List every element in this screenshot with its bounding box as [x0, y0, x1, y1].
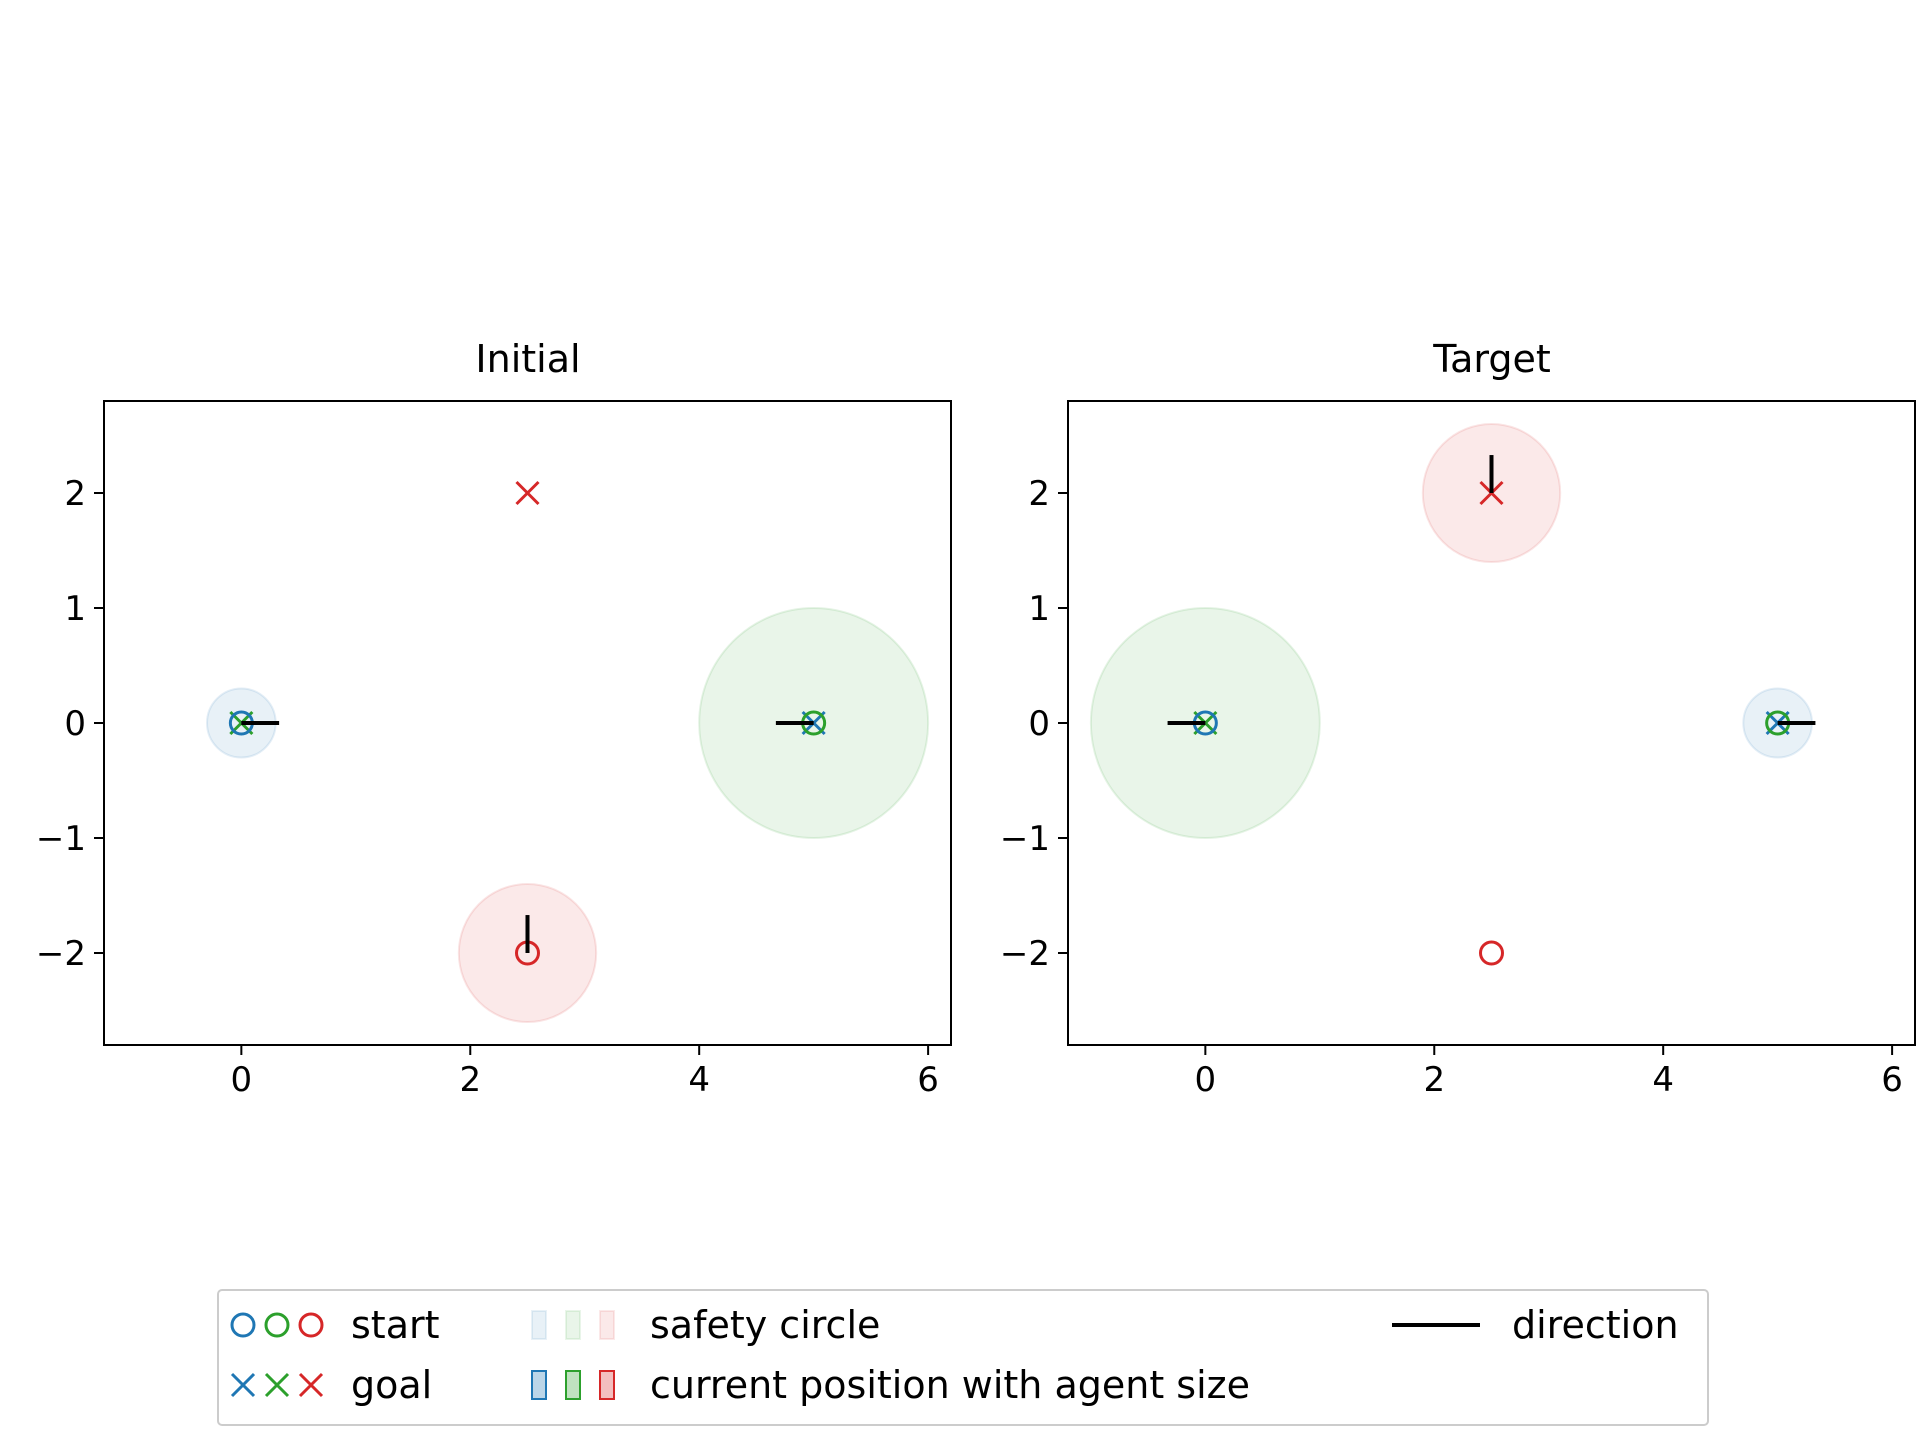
legend-safety-label: safety circle: [650, 1303, 880, 1347]
y-tick-label: −2: [36, 934, 86, 974]
legend-goal-marker: [264, 1372, 290, 1398]
x-tick-label: 0: [1195, 1060, 1217, 1100]
legend-start-marker: [298, 1312, 324, 1338]
legend-safety-patches: [531, 1310, 615, 1340]
legend-current-label: current position with agent size: [650, 1363, 1250, 1407]
legend-current-patch: [531, 1370, 547, 1400]
panel-title: Initial: [475, 337, 580, 381]
legend-goal-markers: [230, 1372, 324, 1398]
x-tick-label: 2: [459, 1060, 481, 1100]
y-tick-label: −1: [1000, 819, 1050, 859]
y-tick-label: 2: [1028, 474, 1050, 514]
legend-current-patches: [531, 1370, 615, 1400]
axis-ticks: 0 2 4 6 2 1 0 −1 −2: [36, 474, 939, 1100]
panel-target: Target 0 2 4 6 2 1 0 −1 −2: [1000, 337, 1916, 1100]
goal-marker: [515, 480, 540, 506]
plot-area: [1089, 423, 1816, 966]
plot-area: [206, 480, 930, 1023]
y-tick-label: 1: [64, 589, 86, 629]
legend-start-label: start: [351, 1303, 440, 1347]
legend-current-patch: [565, 1370, 581, 1400]
legend-goal-marker: [298, 1372, 324, 1398]
legend-direction-label: direction: [1512, 1303, 1679, 1347]
legend-start-marker: [264, 1312, 290, 1338]
legend-safety-patch: [599, 1310, 615, 1340]
legend-current-patch: [599, 1370, 615, 1400]
x-tick-label: 4: [1652, 1060, 1674, 1100]
legend-safety-patch: [531, 1310, 547, 1340]
legend-safety-patch: [565, 1310, 581, 1340]
y-tick-label: 1: [1028, 589, 1050, 629]
start-marker: [1479, 940, 1504, 966]
x-tick-label: 6: [1881, 1060, 1903, 1100]
legend-start-marker: [230, 1312, 256, 1338]
x-tick-label: 2: [1423, 1060, 1445, 1100]
y-tick-label: −1: [36, 819, 86, 859]
panel-initial: Initial 0 2 4 6 2 1 0 −1 −2: [36, 337, 952, 1100]
x-tick-label: 0: [231, 1060, 253, 1100]
legend-goal-marker: [230, 1372, 256, 1398]
legend-goal-label: goal: [351, 1363, 432, 1407]
legend-start-markers: [230, 1312, 324, 1338]
panel-title: Target: [1432, 337, 1551, 381]
x-tick-label: 4: [688, 1060, 710, 1100]
y-tick-label: 2: [64, 474, 86, 514]
axis-ticks: 0 2 4 6 2 1 0 −1 −2: [1000, 474, 1903, 1100]
y-tick-label: −2: [1000, 934, 1050, 974]
legend: start goal safety circle current positio…: [217, 1289, 1709, 1426]
x-tick-label: 6: [917, 1060, 939, 1100]
legend-frame: [217, 1289, 1709, 1426]
y-tick-label: 0: [64, 704, 86, 744]
y-tick-label: 0: [1028, 704, 1050, 744]
